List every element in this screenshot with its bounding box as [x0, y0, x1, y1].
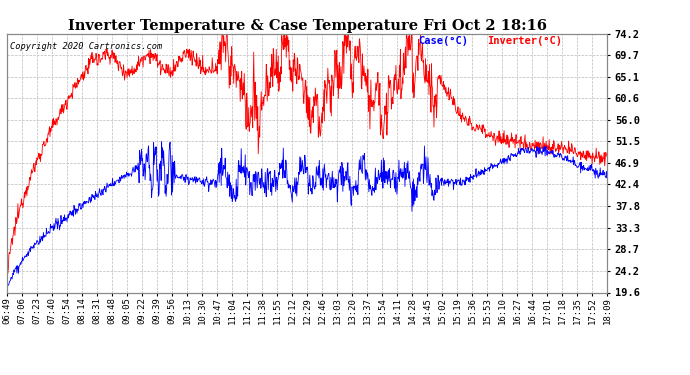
Text: Inverter(°C): Inverter(°C) [487, 36, 562, 46]
Text: Case(°C): Case(°C) [418, 36, 468, 46]
Text: Copyright 2020 Cartronics.com: Copyright 2020 Cartronics.com [10, 42, 162, 51]
Title: Inverter Temperature & Case Temperature Fri Oct 2 18:16: Inverter Temperature & Case Temperature … [68, 19, 546, 33]
